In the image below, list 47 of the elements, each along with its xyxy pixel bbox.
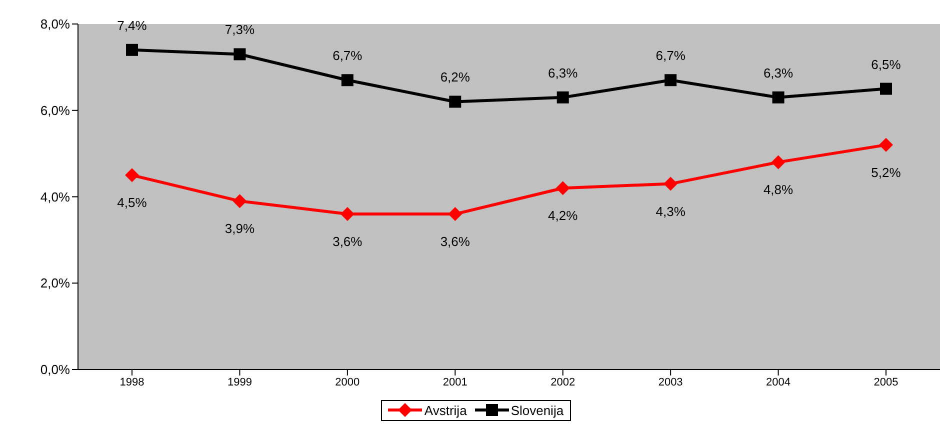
data-label: 3,9% — [224, 221, 255, 236]
data-label: 4,2% — [548, 208, 578, 224]
legend-label: Avstrija — [424, 402, 467, 418]
data-label: 3,6% — [440, 234, 470, 250]
x-tick-label: 1998 — [120, 376, 144, 388]
point — [879, 138, 893, 152]
data-label: 6,5% — [871, 56, 902, 72]
data-label: 6,2% — [440, 70, 470, 85]
y-tick-label: 4,0% — [40, 189, 70, 204]
point — [126, 44, 138, 56]
data-label: 7,4% — [117, 18, 148, 33]
data-label: 4,5% — [117, 195, 148, 210]
point — [341, 74, 354, 86]
data-label: 6,7% — [332, 48, 363, 64]
x-tick-label: 2001 — [442, 376, 468, 388]
data-label: 4,3% — [656, 204, 686, 219]
point — [771, 155, 786, 170]
x-tick-label: 2002 — [550, 376, 576, 388]
x-tick-label: 2004 — [766, 376, 791, 388]
x-tick-label: 2005 — [874, 376, 898, 388]
point — [449, 96, 462, 108]
legend-label: Slovenija — [510, 402, 564, 418]
data-label: 6,3% — [548, 65, 578, 80]
point — [234, 48, 246, 60]
data-label: 4,8% — [763, 182, 794, 198]
data-label: 5,2% — [871, 164, 902, 180]
point — [125, 168, 139, 182]
point — [448, 207, 462, 222]
point — [556, 91, 569, 104]
x-tick-label: 2003 — [658, 376, 683, 388]
x-tick-label: 1999 — [227, 376, 252, 388]
y-tick-label: 2,0% — [40, 276, 70, 291]
point — [664, 176, 678, 191]
data-label: 6,3% — [763, 65, 794, 80]
y-tick-label: 0,0% — [40, 362, 70, 378]
data-label: 6,7% — [656, 48, 686, 64]
point — [232, 194, 247, 208]
y-tick-label: 6,0% — [40, 102, 70, 118]
point — [880, 82, 892, 95]
point — [664, 74, 677, 86]
x-tick-label: 2000 — [335, 376, 360, 388]
point — [556, 181, 570, 196]
data-label: 7,3% — [224, 22, 255, 38]
point — [772, 91, 784, 104]
point — [340, 207, 354, 222]
data-label: 3,6% — [332, 234, 363, 250]
y-tick-label: 8,0% — [40, 16, 70, 32]
